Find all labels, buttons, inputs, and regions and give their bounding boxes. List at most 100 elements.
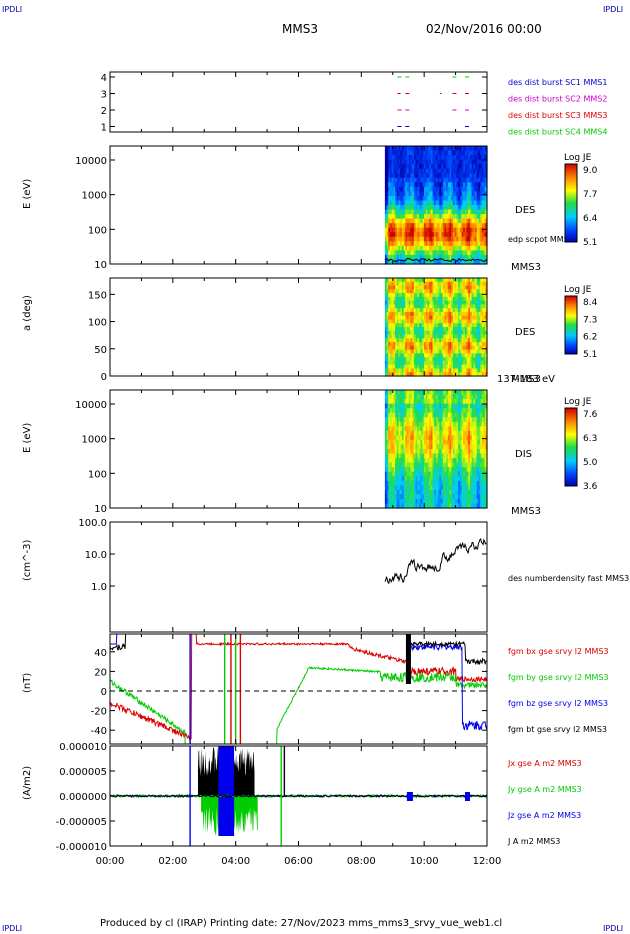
spectrogram-cell xyxy=(417,360,420,366)
spectrogram-cell xyxy=(447,289,451,294)
spectrogram-cell xyxy=(403,304,406,309)
spectrogram-cell xyxy=(435,435,439,441)
spectrogram-cell xyxy=(396,334,400,339)
spectrogram-cell xyxy=(410,390,413,396)
spectrogram-cell xyxy=(413,353,417,358)
spectrogram-cell xyxy=(437,364,440,370)
spectrogram-cell xyxy=(400,426,403,432)
spectrogram-cell xyxy=(435,498,439,505)
spectrogram-cell xyxy=(396,232,400,238)
spectrogram-cell xyxy=(461,327,464,332)
spectrogram-cell xyxy=(413,223,417,229)
spectrogram-cell xyxy=(481,195,485,202)
spectrogram-cell xyxy=(485,360,488,366)
spectrogram-cell xyxy=(396,444,400,450)
spectrogram-cell xyxy=(458,259,461,265)
spectrogram-cell xyxy=(430,319,434,324)
spectrogram-cell xyxy=(459,453,463,459)
spectrogram-cell xyxy=(384,449,388,455)
spectrogram-cell xyxy=(475,209,478,215)
spectrogram-cell xyxy=(432,205,435,211)
spectrogram-cell xyxy=(441,311,444,317)
spectrogram-cell xyxy=(456,403,459,409)
spectrogram-cell xyxy=(468,236,471,242)
spectrogram-cell xyxy=(437,241,440,247)
spectrogram-cell xyxy=(480,360,483,366)
spectrogram-cell xyxy=(401,315,405,321)
spectrogram-cell xyxy=(451,293,454,298)
spectrogram-cell xyxy=(429,281,432,287)
spectrogram-cell xyxy=(403,155,406,161)
spectrogram-cell xyxy=(395,444,398,450)
spectrogram-cell xyxy=(469,426,473,432)
spectrogram-cell xyxy=(407,205,410,211)
spectrogram-cell xyxy=(444,209,447,215)
spectrogram-cell xyxy=(388,435,391,441)
spectrogram-cell xyxy=(401,357,405,362)
spectrogram-cell xyxy=(437,164,440,170)
spectrogram-cell xyxy=(442,449,446,455)
spectrogram-cell xyxy=(444,250,447,256)
spectrogram-cell xyxy=(437,334,440,339)
spectrogram-cell xyxy=(441,421,444,427)
spectrogram-cell xyxy=(439,394,442,400)
spectrogram-cell xyxy=(430,421,434,427)
spectrogram-cell xyxy=(476,353,480,358)
spectrogram-cell xyxy=(485,412,488,418)
spectrogram-cell xyxy=(468,281,471,287)
spectrogram-cell xyxy=(481,342,485,347)
spectrogram-cell xyxy=(384,417,388,423)
spectrogram-cell xyxy=(441,390,444,396)
spectrogram-cell xyxy=(478,334,481,339)
spectrogram-cell xyxy=(412,439,415,446)
spectrogram-cell xyxy=(463,168,466,174)
spectrogram-cell xyxy=(444,357,447,362)
spectrogram-cell xyxy=(415,327,418,332)
spectrogram-cell xyxy=(403,394,406,400)
spectrogram-cell xyxy=(418,168,422,174)
spectrogram-cell xyxy=(400,349,403,354)
spectrogram-cell xyxy=(473,435,476,441)
spectrogram-cell xyxy=(444,439,447,446)
spectrogram-cell xyxy=(471,186,474,192)
spectrogram-cell xyxy=(388,480,391,486)
spectrogram-cell xyxy=(418,164,422,170)
spectrogram-cell xyxy=(395,241,398,247)
spectrogram-cell xyxy=(447,449,451,455)
spectrogram-cell xyxy=(434,353,437,358)
spectrogram-cell xyxy=(452,214,456,220)
spectrogram-cell xyxy=(413,444,417,450)
spectrogram-cell xyxy=(468,476,471,482)
spectrogram-cell xyxy=(401,236,405,242)
spectrogram-cell xyxy=(417,498,420,505)
spectrogram-cell xyxy=(391,345,395,351)
spectrogram-cell xyxy=(469,330,473,336)
spectrogram-cell xyxy=(407,334,410,339)
spectrogram-cell xyxy=(483,439,486,446)
spectrogram-cell xyxy=(444,345,447,351)
spectrogram-cell xyxy=(408,236,412,242)
spectrogram-cell xyxy=(469,417,473,423)
spectrogram-cell xyxy=(412,245,415,251)
spectrogram-cell xyxy=(401,403,405,409)
spectrogram-cell xyxy=(400,177,403,183)
spectrogram-cell xyxy=(442,146,446,152)
spectrogram-cell xyxy=(401,323,405,328)
spectrogram-cell xyxy=(430,323,434,328)
spectrogram-cell xyxy=(398,315,401,321)
spectrogram-cell xyxy=(442,485,446,491)
spectrogram-cell xyxy=(429,403,432,409)
spectrogram-cell xyxy=(434,241,437,247)
spectrogram-cell xyxy=(410,421,413,427)
spectrogram-cell xyxy=(400,364,403,370)
spectrogram-cell xyxy=(398,476,401,482)
spectrogram-cell xyxy=(447,205,451,211)
spectrogram-cell xyxy=(469,195,473,202)
spectrogram-cell xyxy=(439,498,442,505)
spectrogram-cell xyxy=(442,205,446,211)
spectrogram-cell xyxy=(446,200,449,206)
spectrogram-cell xyxy=(425,334,429,339)
spectrogram-cell xyxy=(417,259,420,265)
spectrogram-cell xyxy=(427,245,430,251)
spectrogram-cell xyxy=(454,245,457,251)
